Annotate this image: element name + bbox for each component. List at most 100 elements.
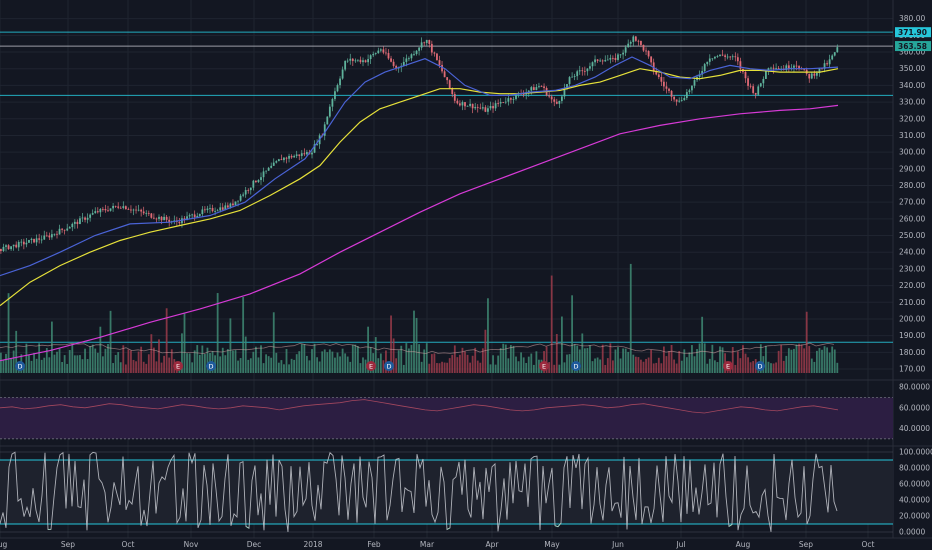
candle-body [242,194,245,196]
candle-body [433,52,436,54]
volume-bar [119,362,122,373]
candle-body [629,41,632,44]
volume-bar [441,361,443,373]
candle-body [300,153,303,156]
candle-body [777,68,780,69]
month-tick-label: Dec [247,540,262,549]
volume-bar [499,348,502,373]
candle-body [339,78,341,86]
volume-bar [48,357,51,373]
volume-bar [670,344,673,373]
candle-body [94,211,97,214]
volume-bar [216,293,219,373]
volume-bar [673,359,675,373]
candle-body [280,159,283,161]
candle-body [362,60,364,63]
candle-body [265,170,267,172]
candle-body [469,103,471,106]
volume-bar [308,360,311,373]
volume-bar [696,349,698,373]
month-tick-label: Nov [184,540,199,549]
candle-body [816,72,818,76]
candle-body [543,86,545,88]
candle-body [109,208,112,211]
candle-body [428,39,431,44]
candle-body [303,153,306,155]
price-tick-label: 210.00 [899,298,925,307]
volume-bar [58,348,61,373]
candle-body [244,190,247,195]
candle-body [438,60,441,65]
volume-bar [53,354,56,373]
event-marker-label: D [17,363,22,371]
candle-body [25,242,28,245]
volume-bar [617,347,619,373]
candle-body [583,70,586,72]
volume-bar [99,326,102,373]
volume-bar [624,348,627,373]
volume-bar [331,351,334,373]
volume-bar [591,361,594,373]
volume-bar [336,352,339,373]
candle-body [787,65,790,69]
candle-body [354,60,357,62]
volume-bar [300,344,303,373]
volume-bar [181,333,183,373]
volume-bar [201,345,204,373]
price-tick-label: 380.00 [899,14,925,23]
candle-body [538,86,540,88]
candle-body [51,234,53,238]
volume-bar [828,352,831,373]
volume-bar [346,356,349,373]
candle-body [461,102,464,106]
volume-bar [492,355,494,373]
volume-bar [663,346,665,373]
volume-bar [558,364,561,373]
candle-body [563,88,566,97]
candle-body [642,44,645,51]
volume-bar [249,358,252,373]
volume-bar [464,351,466,373]
volume-bar [502,343,505,373]
month-tick-label: Oct [862,540,875,549]
volume-bar [359,363,362,373]
volume-bar [316,357,318,373]
volume-bar [89,346,92,373]
volume-bar [456,357,459,373]
volume-bar [614,349,617,373]
candle-body [178,221,181,224]
volume-bar [306,355,308,373]
volume-bar [224,355,227,373]
candle-body [553,99,556,102]
volume-bar [736,351,739,373]
candle-body [140,209,143,212]
volume-bar [183,313,186,373]
volume-bar [349,361,352,373]
volume-bar [632,354,635,373]
candle-body [497,103,500,104]
volume-bar [601,344,604,373]
candle-body [188,215,191,217]
candle-body [364,60,367,63]
volume-bar [550,275,553,373]
volume-bar [341,348,344,373]
volume-bar [150,334,153,373]
volume-bar [2,359,5,373]
volume-bar [708,358,711,373]
volume-bar [731,347,734,373]
volume-bar [408,348,410,373]
candle-body [645,50,647,52]
volume-bar [232,350,234,373]
volume-bar [459,354,461,373]
candle-body [104,208,107,211]
candle-body [581,70,584,72]
volume-bar [76,355,79,373]
volume-bar [288,364,290,373]
volume-bar [40,359,43,373]
candle-body [147,212,150,214]
candle-body [33,238,35,243]
volume-bar [642,361,645,373]
month-tick-label: Sep [61,540,75,549]
volume-bar [655,362,658,373]
